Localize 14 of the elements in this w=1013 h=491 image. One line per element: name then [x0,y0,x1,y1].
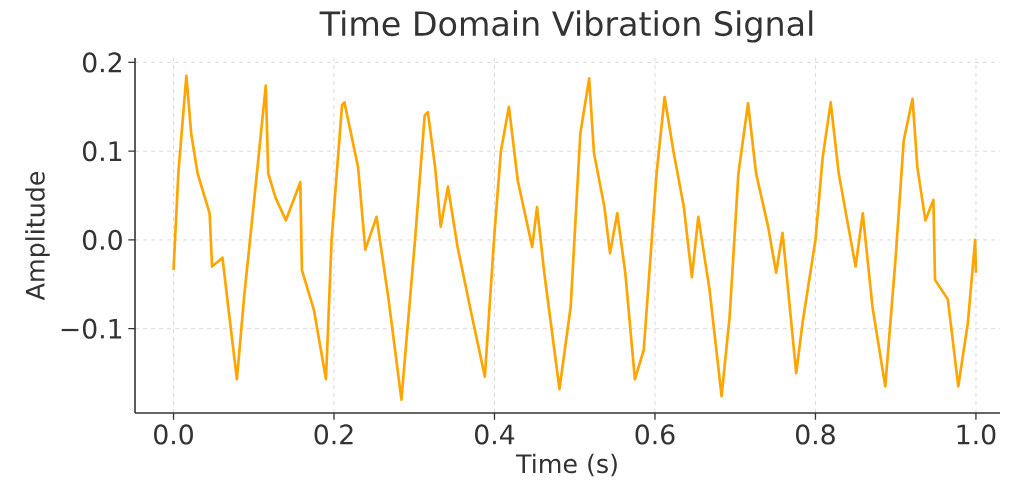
x-tick-label: 1.0 [957,424,996,445]
y-tick-label: 0.2 [82,52,121,73]
y-axis-title: Amplitude [25,171,50,301]
x-tick-label: 0.4 [475,424,515,445]
y-tick-label: 0.0 [82,229,122,251]
x-tick-label: 0.8 [796,424,835,445]
y-tick-label: −0.1 [61,318,122,339]
chart-title: Time Domain Vibration Signal [319,10,813,43]
x-tick-label: 0.0 [154,424,193,445]
x-axis-title: Time (s) [515,453,617,477]
x-tick-label: 0.2 [314,424,353,445]
line-series [172,74,978,402]
x-tick-label: 0.6 [635,424,675,445]
y-tick-label: 0.1 [82,141,122,162]
